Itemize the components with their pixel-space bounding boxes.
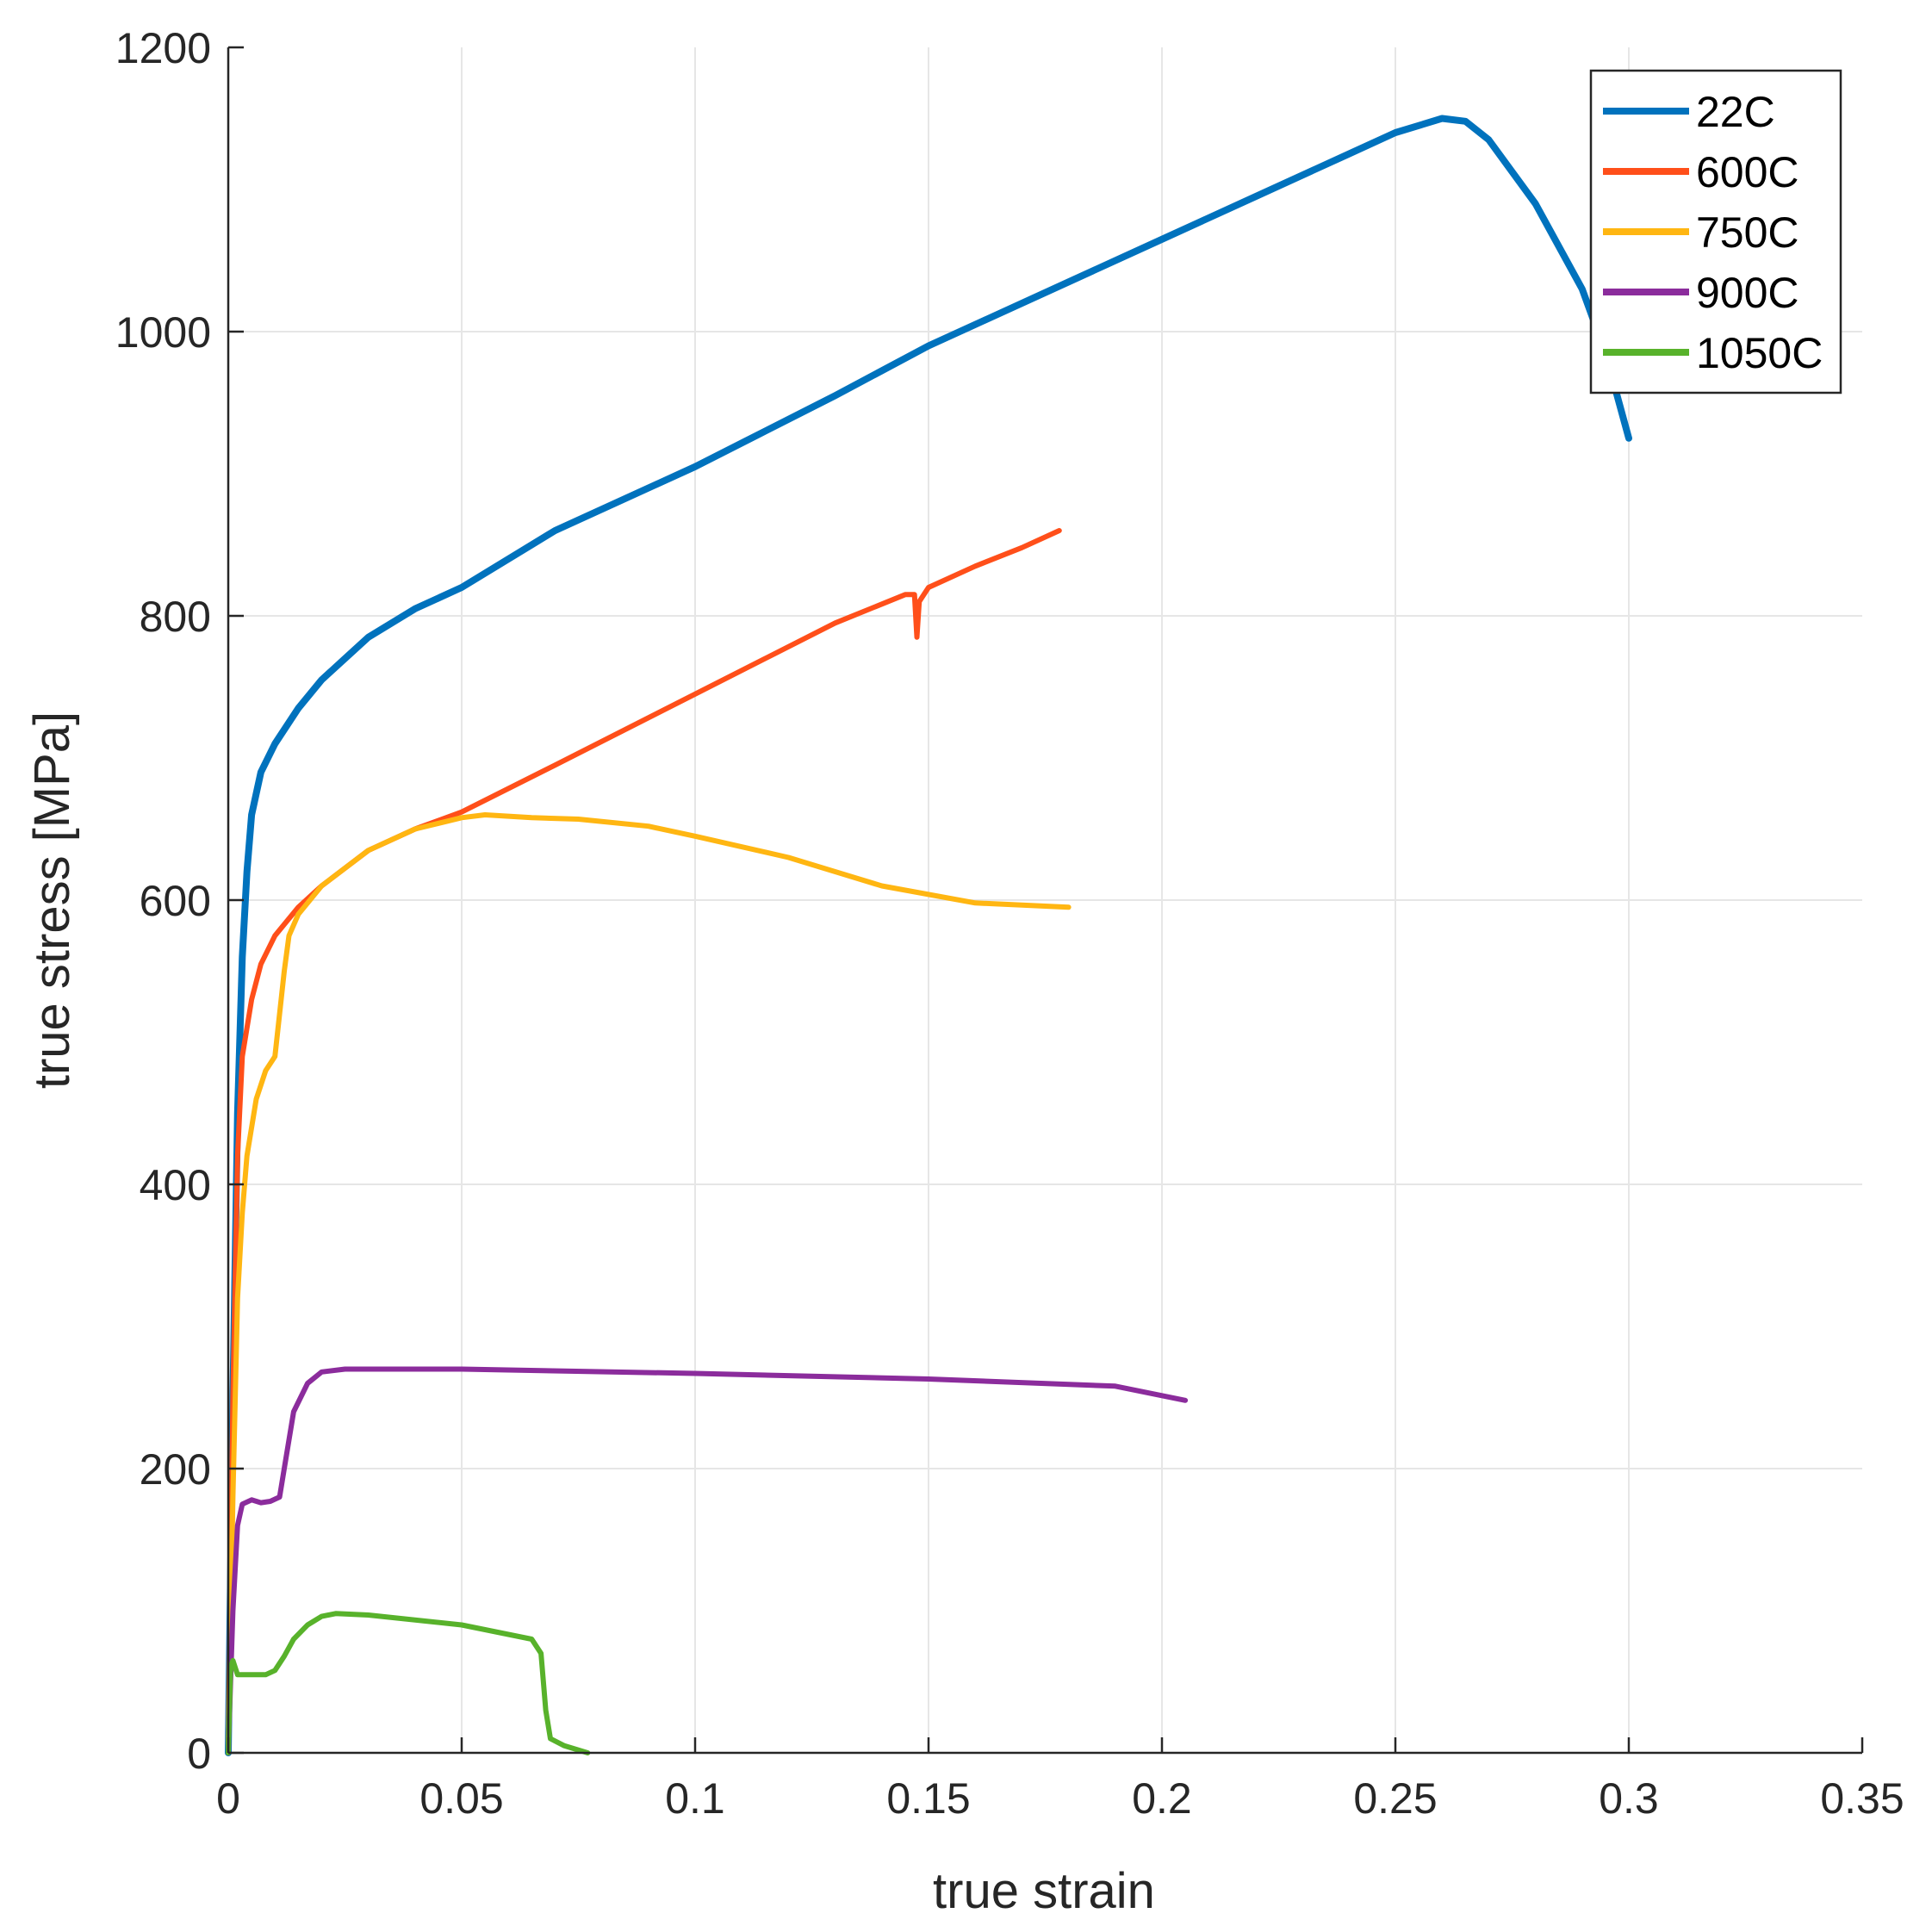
tick-label-layer: 0 0.05 0.1 0.15 0.2 0.25 0.3 0.35 0 200 400 600 800 1… (115, 24, 1904, 1823)
series-layer (225, 115, 1632, 1756)
x-tick-label: 0.05 (419, 1774, 503, 1823)
y-axis-label: true stress [MPa] (24, 711, 80, 1089)
y-tick-label: 600 (140, 877, 211, 925)
y-tick-label: 1200 (115, 24, 211, 72)
x-tick-label: 0 (216, 1774, 240, 1823)
x-tick-label: 0.2 (1132, 1774, 1192, 1823)
legend-label-900c: 900C (1696, 269, 1799, 317)
series-line-600c (226, 528, 1062, 1755)
series-line-1050c (226, 1611, 591, 1755)
y-tick-label: 800 (140, 593, 211, 641)
x-axis-label: true strain (933, 1863, 1155, 1919)
legend-label-22c: 22C (1696, 88, 1775, 136)
legend: 22C 600C 750C 900C 1050C (1589, 69, 1842, 394)
x-tick-label: 0.35 (1820, 1774, 1904, 1823)
y-tick-label: 0 (187, 1730, 211, 1778)
legend-label-750c: 750C (1696, 208, 1799, 257)
y-tick-label: 200 (140, 1445, 211, 1494)
series-line-22c (225, 115, 1632, 1756)
y-tick-label: 400 (140, 1161, 211, 1209)
x-tick-label: 0.15 (886, 1774, 970, 1823)
series-line-900c (226, 1366, 1189, 1755)
series-line-750c (226, 812, 1072, 1755)
x-tick-label: 0.3 (1599, 1774, 1659, 1823)
legend-label-600c: 600C (1696, 148, 1799, 196)
legend-label-1050c: 1050C (1696, 329, 1823, 377)
y-tick-label: 1000 (115, 308, 211, 357)
x-tick-label: 0.25 (1353, 1774, 1437, 1823)
x-tick-label: 0.1 (665, 1774, 725, 1823)
